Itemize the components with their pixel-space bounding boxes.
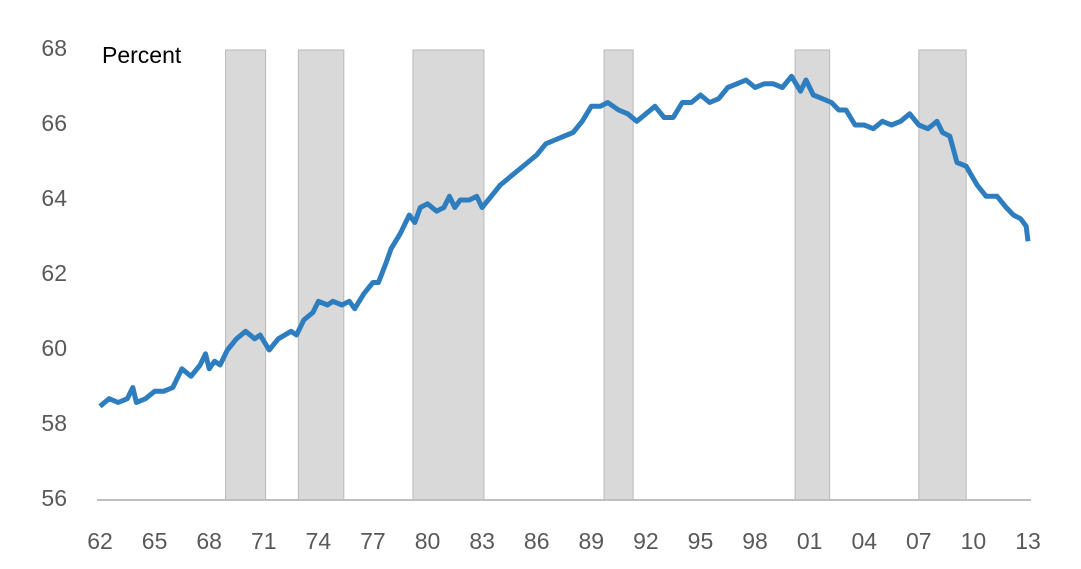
y-tick-label: 62 xyxy=(41,260,67,286)
x-tick-label: 80 xyxy=(415,528,441,554)
shaded-period xyxy=(603,49,634,501)
x-tick-label: 62 xyxy=(87,528,113,554)
shaded-period xyxy=(794,49,831,501)
x-tick-label: 74 xyxy=(306,528,332,554)
shaded-period xyxy=(918,49,967,501)
x-tick-label: 01 xyxy=(797,528,823,554)
shaded-period xyxy=(412,49,485,501)
x-tick-label: 86 xyxy=(524,528,550,554)
y-tick-label: 66 xyxy=(41,110,67,136)
x-tick-label: 04 xyxy=(851,528,877,554)
x-tick-label: 13 xyxy=(1015,528,1041,554)
x-tick-label: 95 xyxy=(688,528,714,554)
x-tick-label: 77 xyxy=(360,528,386,554)
x-tick-label: 98 xyxy=(742,528,768,554)
y-tick-label: 58 xyxy=(41,410,67,436)
annotation: Percent xyxy=(102,42,182,68)
x-tick-label: 10 xyxy=(961,528,987,554)
data-line xyxy=(98,73,1031,409)
x-tick-label: 07 xyxy=(906,528,932,554)
shaded-period xyxy=(297,49,345,501)
y-tick-label: 64 xyxy=(41,185,67,211)
x-tick-label: 83 xyxy=(469,528,495,554)
y-tick-label: 56 xyxy=(41,485,67,511)
x-tick-label: 65 xyxy=(142,528,168,554)
y-tick-label: 68 xyxy=(41,35,67,61)
x-tick-label: 89 xyxy=(578,528,604,554)
shaded-period xyxy=(225,49,267,501)
x-tick-label: 92 xyxy=(633,528,659,554)
x-tick-label: 71 xyxy=(251,528,277,554)
x-tick-label: 68 xyxy=(196,528,222,554)
y-tick-label: 60 xyxy=(41,335,67,361)
